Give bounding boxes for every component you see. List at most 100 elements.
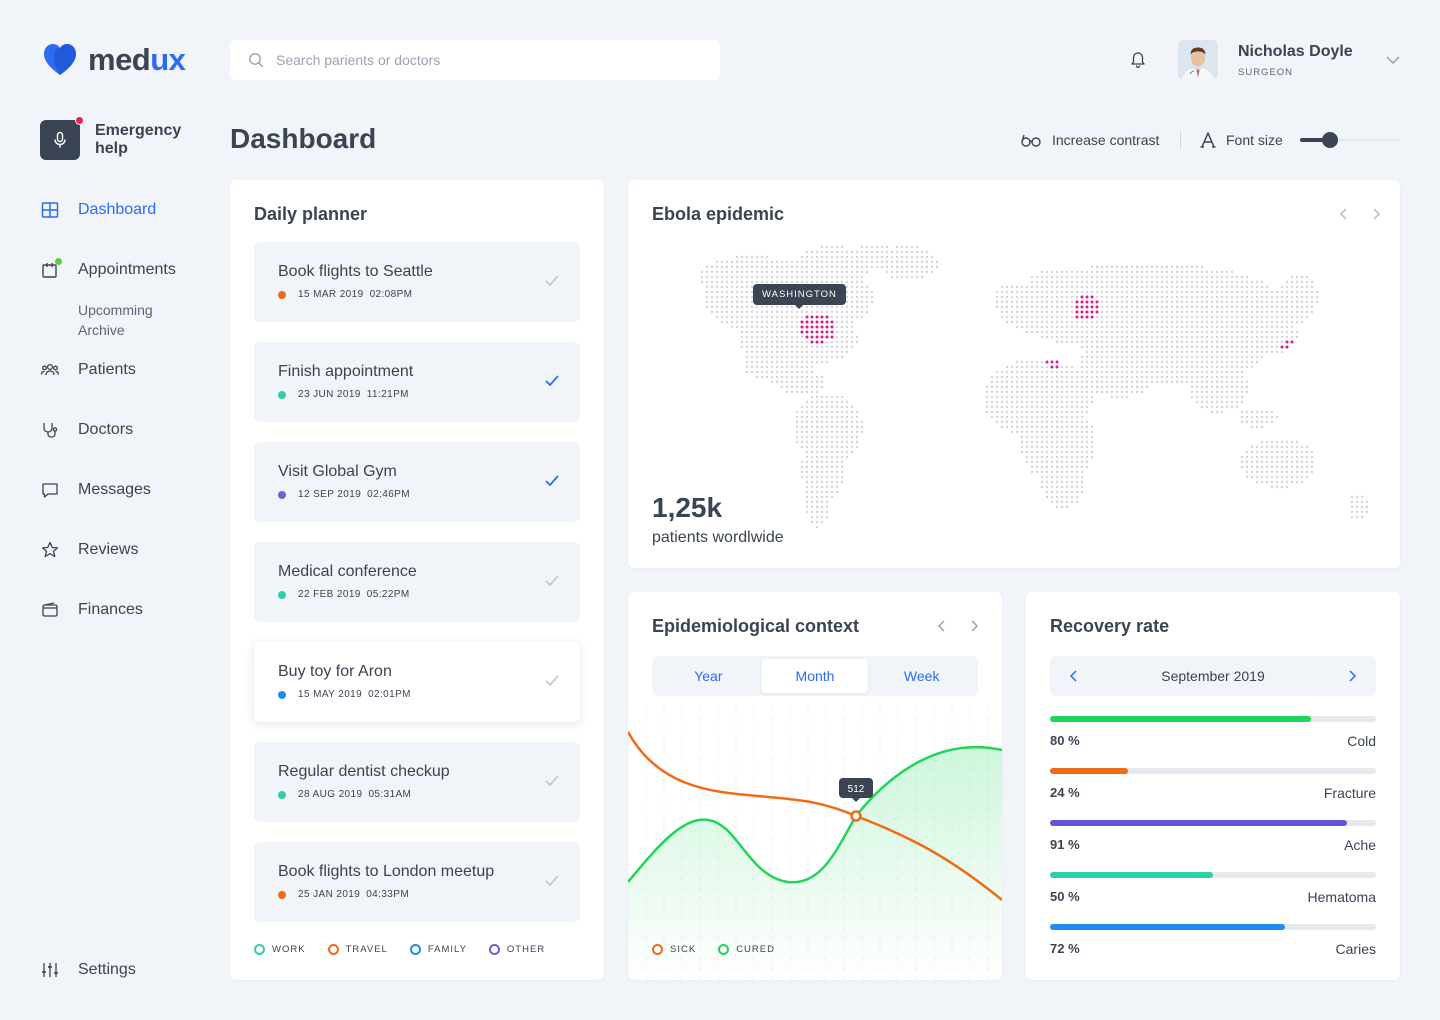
chevron-left-icon[interactable] [934, 618, 950, 634]
search-input[interactable] [276, 52, 696, 68]
task-item[interactable]: Finish appointment 23 JUN 2019 11:21PM [254, 342, 580, 422]
chevron-left-icon[interactable] [1066, 668, 1082, 684]
task-item[interactable]: Visit Global Gym 12 SEP 2019 02:46PM [254, 442, 580, 522]
emergency-mic-button[interactable] [40, 116, 84, 160]
sidebar-item-settings[interactable]: Settings [40, 960, 136, 980]
task-time: 02:01PM [368, 689, 411, 700]
check-icon[interactable] [544, 774, 560, 788]
increase-contrast-toggle[interactable]: Increase contrast [1020, 130, 1159, 150]
sidebar-item-doctors[interactable]: Doctors [40, 420, 133, 440]
font-size-control[interactable]: Font size [1200, 130, 1283, 150]
font-size-slider[interactable] [1300, 130, 1400, 150]
legend-item: FAMILY [409, 944, 467, 955]
world-map[interactable] [658, 238, 1378, 548]
chevron-down-icon[interactable] [1385, 54, 1401, 66]
tab-week[interactable]: Week [903, 668, 940, 684]
progress-bar [1050, 872, 1213, 878]
task-item[interactable]: Regular dentist checkup 28 AUG 2019 05:31A… [254, 742, 580, 822]
cured-line [628, 745, 1002, 884]
legend-label: WORK [272, 944, 306, 955]
stethoscope-icon [43, 423, 58, 438]
chart-tooltip: 512 [839, 778, 873, 802]
sidebar-subitem-archive[interactable]: Archive [78, 322, 125, 338]
emergency-help-button[interactable]: Emergency help [40, 116, 195, 160]
progress-track [1050, 768, 1376, 774]
task-meta: 15 MAY 2019 02:01PM [278, 689, 411, 700]
increase-contrast-label: Increase contrast [1052, 132, 1160, 148]
task-date: 15 MAY 2019 [298, 689, 363, 700]
legend-marker [409, 944, 421, 955]
category-dot [278, 790, 286, 799]
task-item[interactable]: Medical conference 22 FEB 2019 05:22PM [254, 542, 580, 622]
category-dot [278, 690, 286, 699]
month-label: September 2019 [1161, 668, 1265, 684]
check-icon[interactable] [544, 674, 560, 688]
condition-name: Ache [1344, 837, 1376, 853]
search-bar[interactable] [230, 40, 720, 80]
task-title: Visit Global Gym [278, 463, 397, 480]
intersection-point [850, 810, 862, 822]
category-dot [278, 390, 286, 399]
user-role: SURGEON [1238, 67, 1294, 78]
legend-label: OTHER [506, 944, 546, 955]
ebola-epidemic-card: Ebola epidemic WASHINGTON 1,25k patients… [628, 180, 1400, 568]
recovery-percent: 50 % [1050, 889, 1080, 904]
task-date: 28 AUG 2019 [298, 789, 363, 800]
recovery-rate-card: Recovery rate September 2019 80 % Cold 24 … [1026, 592, 1400, 980]
task-title: Book flights to London meetup [278, 863, 495, 880]
sidebar-item-label: Appointments [78, 261, 176, 278]
progress-bar [1050, 820, 1347, 826]
alert-dot [75, 116, 84, 125]
planner-legend: WORK TRAVEL FAMILY OTHER [254, 944, 567, 955]
avatar[interactable] [1178, 40, 1218, 80]
task-meta: 22 FEB 2019 05:22PM [278, 589, 410, 600]
recovery-row: 50 % Hematoma [1050, 872, 1376, 912]
chevron-right-icon[interactable] [1344, 668, 1360, 684]
period-tabs: Year Month Week [652, 656, 978, 696]
task-item[interactable]: Book flights to London meetup 25 JAN 2019… [254, 842, 580, 922]
star-icon [41, 541, 59, 558]
task-date: 22 FEB 2019 [298, 589, 361, 600]
recovery-row: 91 % Ache [1050, 820, 1376, 860]
check-icon[interactable] [544, 874, 560, 888]
sidebar-item-appointments[interactable]: Appointments [40, 258, 176, 280]
task-date: 12 SEP 2019 [298, 489, 362, 500]
sidebar-item-dashboard[interactable]: Dashboard [40, 200, 156, 220]
epi-chart[interactable]: 512 [628, 706, 1002, 980]
card-title: Ebola epidemic [652, 204, 785, 224]
task-item[interactable]: Buy toy for Aron 15 MAY 2019 02:01PM [254, 642, 580, 722]
sliders-icon [42, 963, 58, 977]
chevron-right-icon[interactable] [1368, 206, 1384, 222]
sidebar-item-reviews[interactable]: Reviews [40, 540, 138, 560]
patient-count: 1,25k [652, 492, 723, 523]
check-icon[interactable] [544, 474, 560, 488]
sidebar-subitem-upcoming[interactable]: Upcomming [78, 302, 153, 318]
chevron-left-icon[interactable] [1336, 206, 1352, 222]
tab-year[interactable]: Year [694, 668, 723, 684]
recovery-row: 24 % Fracture [1050, 768, 1376, 808]
sidebar-item-label: Reviews [78, 541, 139, 558]
sidebar-item-finances[interactable]: Finances [40, 600, 143, 620]
sidebar-item-label: Finances [78, 601, 143, 618]
bell-icon[interactable] [1128, 50, 1148, 70]
task-meta: 23 JUN 2019 11:21PM [278, 389, 409, 400]
task-meta: 28 AUG 2019 05:31AM [278, 789, 411, 800]
chevron-right-icon[interactable] [966, 618, 982, 634]
category-dot [278, 490, 286, 499]
legend-marker [718, 944, 730, 955]
sidebar-item-patients[interactable]: Patients [40, 360, 136, 380]
check-icon[interactable] [544, 274, 560, 288]
task-title: Regular dentist checkup [278, 763, 450, 780]
check-icon[interactable] [544, 574, 560, 588]
tab-month[interactable]: Month [761, 659, 869, 693]
card-title: Epidemiological context [652, 616, 860, 636]
recovery-row: 72 % Caries [1050, 924, 1376, 964]
sidebar-item-messages[interactable]: Messages [40, 480, 151, 500]
task-item[interactable]: Book flights to Seattle 15 MAR 2019 02:08P… [254, 242, 580, 322]
legend-item: CURED [718, 944, 775, 955]
logo[interactable]: medux [42, 42, 186, 78]
task-meta: 15 MAR 2019 02:08PM [278, 289, 412, 300]
task-meta: 25 JAN 2019 04:33PM [278, 889, 409, 900]
check-icon[interactable] [544, 374, 560, 388]
slider-handle[interactable] [1322, 132, 1338, 148]
